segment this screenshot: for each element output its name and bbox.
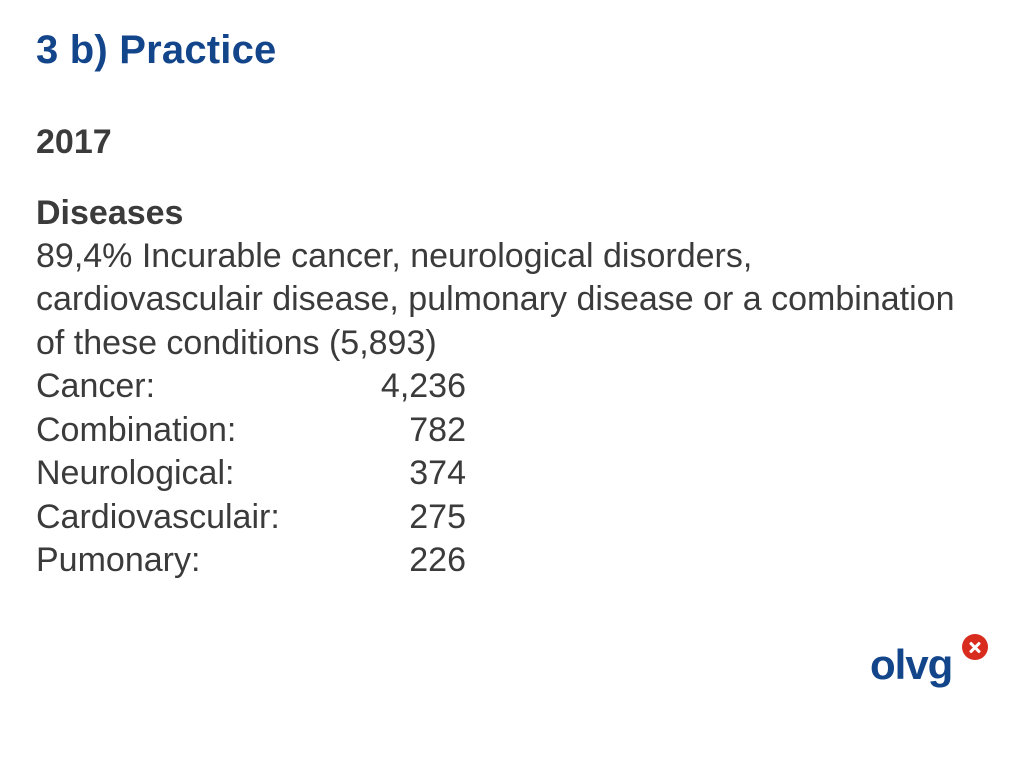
stats-label: Combination: xyxy=(36,409,356,453)
stats-label: Pumonary: xyxy=(36,539,356,583)
stats-row: Cardiovasculair: 275 xyxy=(36,496,988,540)
stats-value: 275 xyxy=(356,496,466,540)
stats-label: Cardiovasculair: xyxy=(36,496,356,540)
year-heading: 2017 xyxy=(36,123,988,162)
diseases-subheading: Diseases xyxy=(36,194,183,232)
stats-value: 782 xyxy=(356,409,466,453)
slide-title: 3 b) Practice xyxy=(36,28,988,73)
stats-label: Cancer: xyxy=(36,365,356,409)
stats-value: 374 xyxy=(356,452,466,496)
stats-row: Neurological: 374 xyxy=(36,452,988,496)
stats-row: Cancer: 4,236 xyxy=(36,365,988,409)
slide: 3 b) Practice 2017 Diseases 89,4% Incura… xyxy=(0,0,1024,768)
stats-row: Pumonary: 226 xyxy=(36,539,988,583)
stats-value: 4,236 xyxy=(356,365,466,409)
stats-list: Cancer: 4,236 Combination: 782 Neurologi… xyxy=(36,365,988,583)
diseases-block: Diseases 89,4% Incurable cancer, neurolo… xyxy=(36,192,988,365)
olvg-logo: olvg xyxy=(870,644,980,704)
diseases-description: 89,4% Incurable cancer, neurological dis… xyxy=(36,237,954,362)
stats-value: 226 xyxy=(356,539,466,583)
close-x-icon xyxy=(962,634,988,660)
stats-row: Combination: 782 xyxy=(36,409,988,453)
stats-label: Neurological: xyxy=(36,452,356,496)
